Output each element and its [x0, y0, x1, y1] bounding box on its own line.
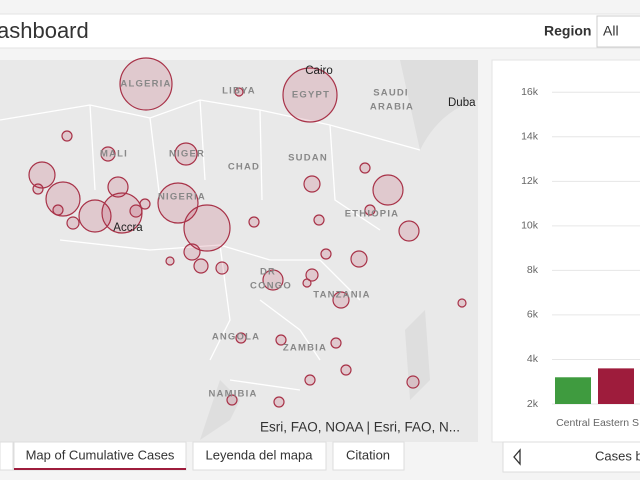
- map-bubble: [183, 204, 231, 252]
- tab-edge: [0, 441, 14, 471]
- map-bubble: [215, 261, 229, 275]
- land-detail: [200, 60, 478, 440]
- map-bubble: [305, 268, 319, 282]
- map-bubble: [359, 162, 371, 174]
- map-bubble: [262, 269, 284, 291]
- map-bubble: [273, 396, 285, 408]
- map-bubble: [304, 374, 316, 386]
- map-label: DR: [260, 267, 276, 278]
- chart-footer: [502, 441, 640, 473]
- tab-label: Leyenda del mapa: [206, 447, 314, 462]
- map-label: ALGERIA: [120, 79, 171, 90]
- city-label: Accra: [113, 222, 143, 234]
- map-bubble: [398, 220, 420, 242]
- map-bubble: [248, 216, 260, 228]
- map-bubble: [320, 248, 332, 260]
- map-bubble: [303, 175, 321, 193]
- map-label: EGYPT: [292, 90, 330, 101]
- map-bubble: [52, 204, 64, 216]
- city-label: Cairo: [305, 65, 332, 77]
- map-label: TANZANIA: [313, 290, 370, 301]
- x-tick-label: Central: [556, 417, 590, 429]
- map-bubble: [119, 57, 173, 111]
- map-bubble: [157, 182, 199, 224]
- map-bubble: [174, 142, 198, 166]
- map-bubble: [364, 204, 376, 216]
- tab-label: Map of Cumulative Cases: [26, 447, 175, 462]
- y-tick-label: 14k: [521, 131, 539, 143]
- map-bubble: [100, 146, 116, 162]
- tab[interactable]: [13, 441, 187, 471]
- map-bubble: [313, 214, 325, 226]
- map-bubble: [183, 243, 201, 261]
- bar-chart: 2k 4k 6k 8k 10k 12k 14k 16k Central Eastern S: [521, 86, 640, 429]
- y-tick-label: 4k: [527, 353, 539, 365]
- y-tick-label: 2k: [527, 398, 539, 410]
- map-label: MALI: [100, 149, 128, 160]
- y-tick-label: 16k: [521, 86, 539, 98]
- y-tick-label: 6k: [527, 309, 539, 321]
- map-bubble: [332, 291, 350, 309]
- map-bubble: [165, 256, 175, 266]
- map-label: ARABIA: [370, 102, 414, 113]
- map-bubble: [61, 130, 73, 142]
- page-title: ashboard: [0, 18, 89, 43]
- x-tick-label: Eastern S: [593, 417, 639, 429]
- bar: [555, 377, 591, 404]
- map-bubble: [350, 250, 368, 268]
- map-bubble: [28, 161, 56, 189]
- map-bubble: [457, 298, 467, 308]
- map-bubble: [193, 258, 209, 274]
- map-label: LIBYA: [222, 86, 256, 97]
- back-button[interactable]: [513, 448, 521, 466]
- map-label: NIGERIA: [158, 192, 206, 203]
- region-value: All: [603, 23, 619, 39]
- map-bubble: [340, 364, 352, 376]
- map-attribution: Esri, FAO, NOAA | Esri, FAO, N...: [260, 420, 460, 435]
- map-bubble: [107, 176, 129, 198]
- borders: [0, 99, 421, 391]
- y-tick-label: 10k: [521, 220, 539, 232]
- map-label: SUDAN: [288, 153, 328, 164]
- map-label: CHAD: [228, 162, 260, 173]
- tab-label: Citation: [346, 447, 390, 462]
- tab[interactable]: [332, 441, 405, 471]
- map-bubble: [302, 278, 312, 288]
- map-bubble: [275, 334, 287, 346]
- region-label: Region: [544, 23, 591, 39]
- map[interactable]: ALGERIA LIBYA EGYPT SAUDI ARABIA MALI NI…: [0, 57, 478, 442]
- region-select[interactable]: [596, 15, 640, 48]
- map-label: ETHIOPIA: [345, 209, 399, 220]
- map-bubble: [330, 337, 342, 349]
- tab[interactable]: [192, 441, 327, 471]
- bar: [598, 368, 634, 404]
- map-bubble: [45, 181, 81, 217]
- map-bubble: [234, 87, 244, 97]
- map-bubble: [66, 216, 80, 230]
- chart-footer-label: Cases b: [595, 448, 640, 463]
- header-bar: [0, 13, 640, 49]
- map-bubble: [406, 375, 420, 389]
- map-label: NIGER: [169, 149, 205, 160]
- map-bubble: [372, 174, 404, 206]
- map-bubble: [235, 332, 247, 344]
- map-label: ANGOLA: [212, 332, 260, 343]
- map-label: ZAMBIA: [283, 343, 327, 354]
- map-bubble: [139, 198, 151, 210]
- map-label: SAUDI: [373, 88, 409, 99]
- map-bubble: [32, 183, 44, 195]
- y-tick-label: 8k: [527, 264, 539, 276]
- map-bubble: [129, 204, 143, 218]
- map-bubble: [226, 394, 238, 406]
- map-label: CONGO: [250, 281, 292, 292]
- city-label: Duba: [448, 97, 476, 109]
- map-bubble: [282, 67, 338, 123]
- y-tick-label: 12k: [521, 175, 539, 187]
- map-label: NAMIBIA: [208, 389, 257, 400]
